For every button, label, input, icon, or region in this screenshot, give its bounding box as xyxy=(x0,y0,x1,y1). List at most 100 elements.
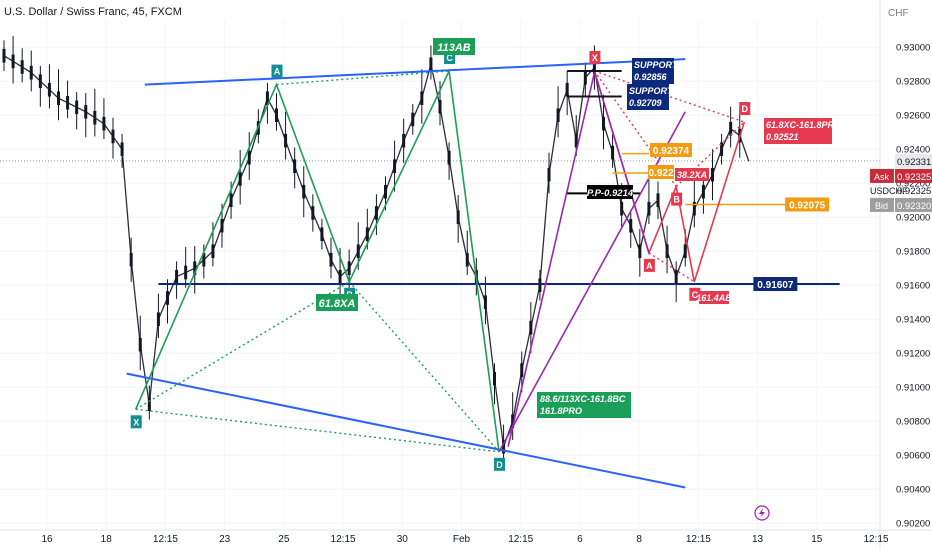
candle-body xyxy=(138,337,142,352)
x-tick-label: 15 xyxy=(811,534,823,545)
ratio-box xyxy=(764,118,832,144)
bid-value: 0.92320 xyxy=(897,201,931,212)
point-badge-X xyxy=(589,51,601,64)
candle-body xyxy=(347,261,351,275)
point-badge-X xyxy=(130,415,142,429)
x-tick-label: 12:15 xyxy=(863,534,888,545)
ratio-label: 0.92521 xyxy=(766,132,799,142)
ratio-label: 161.8PRO xyxy=(540,406,582,416)
support-label: SUPPORT xyxy=(634,60,679,70)
candle-body xyxy=(284,133,288,148)
candle-body xyxy=(602,116,605,131)
level-label-1: 0.92075 xyxy=(789,200,826,211)
candle-body xyxy=(402,133,406,148)
candle-body xyxy=(574,133,578,148)
ratio-label: 113AB xyxy=(437,42,470,54)
ratio-box xyxy=(316,294,358,311)
x-tick-label: 13 xyxy=(752,534,764,545)
candle-body xyxy=(202,252,206,267)
candle-body xyxy=(701,184,705,199)
candle-body xyxy=(538,278,542,292)
point-badge-A xyxy=(643,258,655,272)
point-badge-C xyxy=(444,51,456,64)
candle-body xyxy=(493,371,496,386)
support-box xyxy=(632,58,674,84)
candle-body xyxy=(674,269,678,284)
point-label-A: A xyxy=(646,261,653,271)
y-tick-label: 0.92000 xyxy=(896,213,930,224)
candle-body xyxy=(120,142,124,156)
trendline-1 xyxy=(126,372,686,489)
orange-label: 0.92374 xyxy=(653,146,690,157)
pattern-ratio-line-0 xyxy=(348,281,500,453)
candle-body xyxy=(156,312,160,326)
support-box xyxy=(627,84,669,110)
pattern-ratio-line-1 xyxy=(594,70,745,123)
candle-body xyxy=(384,184,387,199)
pattern-ratio-line-1 xyxy=(593,70,677,188)
candle-body xyxy=(302,184,306,199)
y-tick-label: 0.91200 xyxy=(896,349,930,360)
y-tick-label: 0.93000 xyxy=(896,43,930,54)
candle-body xyxy=(692,201,696,216)
point-label-A: A xyxy=(274,67,281,77)
currency-label: CHF xyxy=(888,8,909,19)
lightning-icon-glyph xyxy=(759,508,765,518)
candle-body xyxy=(547,167,551,182)
candle-body xyxy=(211,244,215,258)
ask-box xyxy=(895,168,932,183)
candle-body xyxy=(66,95,70,110)
pattern-ratio-line-0 xyxy=(135,408,500,453)
lightning-icon xyxy=(754,505,770,521)
pattern-legs-0 xyxy=(134,68,500,452)
support-label: SUPPORT xyxy=(629,86,674,96)
purple-line xyxy=(593,70,650,254)
candle-body xyxy=(84,105,88,119)
ratio-box xyxy=(433,38,475,55)
candle-body xyxy=(93,110,97,125)
candle-body xyxy=(275,108,278,122)
candle-body xyxy=(47,82,51,97)
point-label-X: X xyxy=(592,53,598,63)
point-badge-C xyxy=(689,287,701,301)
pattern-ratio-line-0 xyxy=(135,281,350,410)
candle-body xyxy=(447,150,451,165)
y-tick-label: 0.91800 xyxy=(896,247,930,258)
candle-body xyxy=(265,91,269,105)
candle-body xyxy=(620,201,624,216)
ratio-label: 38.2XA xyxy=(677,170,707,180)
candle-body xyxy=(683,244,687,258)
candle-body xyxy=(411,112,415,127)
level-box-1 xyxy=(785,197,830,212)
x-tick-label: 12:15 xyxy=(686,534,711,545)
candle-body xyxy=(102,116,106,131)
candle-body xyxy=(57,91,60,105)
candle-body xyxy=(420,91,424,105)
x-tick-label: 12:15 xyxy=(508,534,533,545)
pattern-ratio-line-0 xyxy=(276,70,450,86)
candle-body xyxy=(338,269,342,284)
candle-body xyxy=(592,60,596,75)
candle-body xyxy=(556,108,560,122)
symbol-label: USDCHF xyxy=(870,186,908,196)
ratio-label: 61.8XA xyxy=(319,298,356,310)
candle-body xyxy=(29,65,33,80)
candle-body xyxy=(220,218,224,233)
candle-body xyxy=(483,295,487,309)
candle-body xyxy=(438,99,442,114)
last-price-label: 0.92331 xyxy=(897,157,931,168)
candle-body xyxy=(365,227,369,241)
x-tick-label: 16 xyxy=(41,534,53,545)
price-axis-bg xyxy=(880,0,932,550)
purple-line xyxy=(507,72,596,447)
candle-body xyxy=(502,439,506,454)
pattern-ratio-line-1 xyxy=(648,252,695,283)
symbol-quote: 0.92325 xyxy=(897,186,931,197)
level-box-0 xyxy=(753,277,798,292)
candle-body xyxy=(238,172,242,186)
orange-box xyxy=(650,143,692,157)
pivot-box xyxy=(587,185,633,199)
candle-body xyxy=(293,159,297,173)
candle-body xyxy=(111,129,115,144)
